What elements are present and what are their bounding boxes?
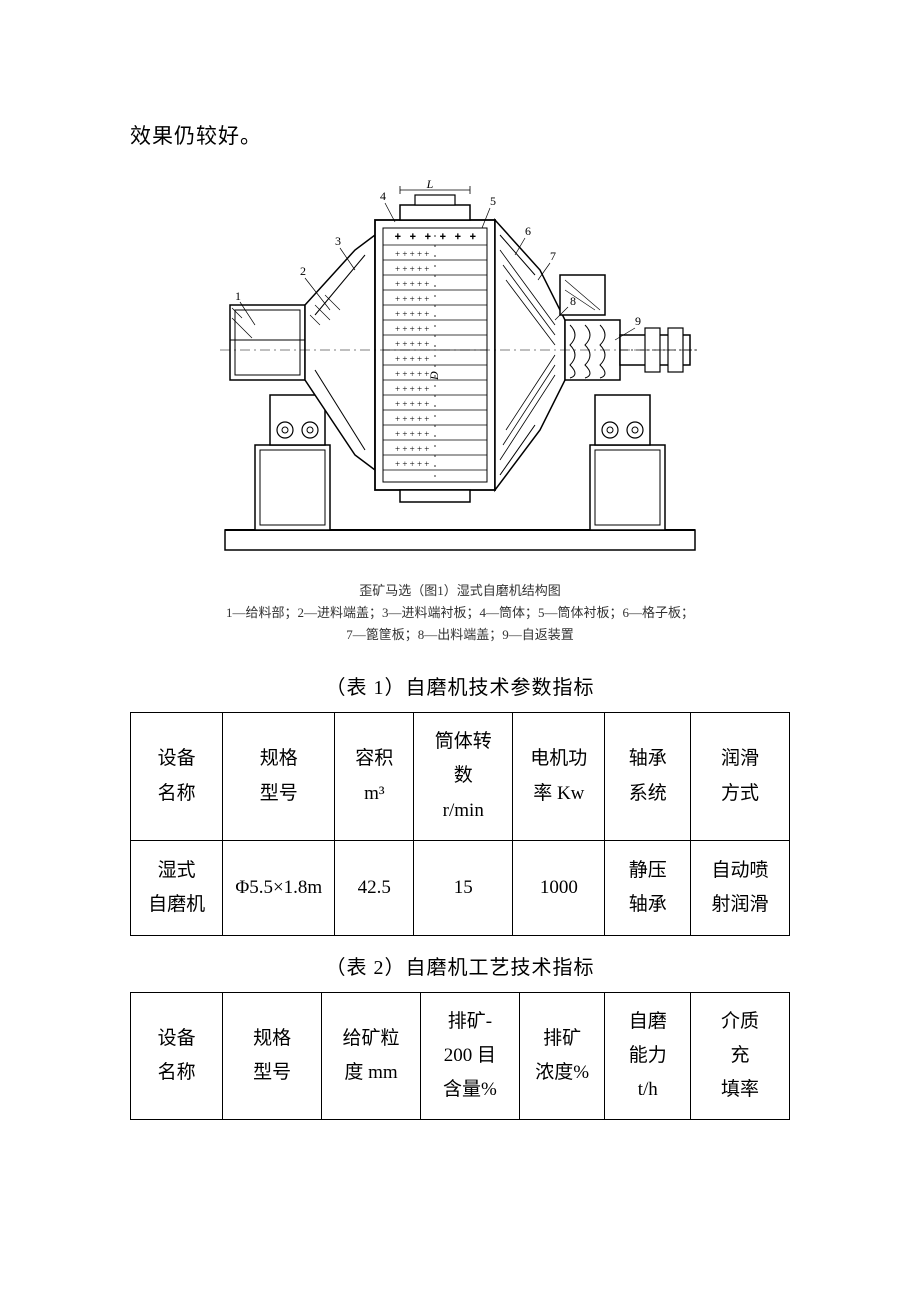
table2-h3: 排矿-200 目含量% <box>420 992 519 1120</box>
table1-r0c6: 自动喷射润滑 <box>691 840 790 935</box>
table1-r0c5: 静压轴承 <box>605 840 691 935</box>
mill-diagram: + + + + + + + + + + + + + + + + + + <box>200 180 720 560</box>
table1: 设备名称 规格型号 容积m³ 筒体转数r/min 电机功率 Kw 轴承系统 润滑… <box>130 712 790 936</box>
table1-r0c1: Φ5.5×1.8m <box>223 840 335 935</box>
label-6: 6 <box>525 224 531 238</box>
svg-text:+ + + + +: + + + + + <box>395 249 429 259</box>
table1-row-0: 湿式自磨机 Φ5.5×1.8m 42.5 15 1000 静压轴承 自动喷射润滑 <box>131 840 790 935</box>
table1-r0c3: 15 <box>414 840 513 935</box>
table2-title: （表 2）自磨机工艺技术指标 <box>130 951 790 980</box>
table1-h3: 筒体转数r/min <box>414 713 513 841</box>
svg-text:+ + + + +: + + + + + <box>395 279 429 289</box>
caption-line-2: 1—给料部；2—进料端盖；3—进料端衬板；4—筒体；5—筒体衬板；6—格子板； <box>130 602 790 624</box>
label-4: 4 <box>380 189 386 203</box>
svg-text:+: + <box>410 232 416 243</box>
table1-r0c2: 42.5 <box>335 840 414 935</box>
table1-h4: 电机功率 Kw <box>513 713 605 841</box>
table2-h2: 给矿粒度 mm <box>322 992 421 1120</box>
svg-text:+ + + + +: + + + + + <box>395 414 429 424</box>
table1-header-row: 设备名称 规格型号 容积m³ 筒体转数r/min 电机功率 Kw 轴承系统 润滑… <box>131 713 790 841</box>
svg-text:+ + + + +: + + + + + <box>395 324 429 334</box>
svg-text:+ + + + +: + + + + + <box>395 429 429 439</box>
table2-h4: 排矿浓度% <box>519 992 605 1120</box>
table1-h2: 容积m³ <box>335 713 414 841</box>
label-8: 8 <box>570 294 576 308</box>
svg-text:+ + + + +: + + + + + <box>395 294 429 304</box>
svg-text:+: + <box>470 232 476 243</box>
table2-h1: 规格型号 <box>223 992 322 1120</box>
svg-text:+ + + + +: + + + + + <box>395 444 429 454</box>
svg-text:+ + + + +: + + + + + <box>395 459 429 469</box>
table1-title: （表 1）自磨机技术参数指标 <box>130 671 790 700</box>
label-1: 1 <box>235 289 241 303</box>
table2-h6: 介质充填率 <box>691 992 790 1120</box>
caption-line-3: 7—篦筐板；8—出料端盖；9—自返装置 <box>130 624 790 646</box>
table1-h1: 规格型号 <box>223 713 335 841</box>
caption-line-1: 歪矿马选（图1）湿式自磨机结构图 <box>130 580 790 602</box>
svg-text:+ + + + +: + + + + + <box>395 354 429 364</box>
svg-text:+ + + + +: + + + + + <box>395 369 429 379</box>
svg-text:+: + <box>455 232 461 243</box>
svg-text:+ + + + +: + + + + + <box>395 264 429 274</box>
table2-header-row: 设备名称 规格型号 给矿粒度 mm 排矿-200 目含量% 排矿浓度% 自磨能力… <box>131 992 790 1120</box>
label-5: 5 <box>490 194 496 208</box>
svg-text:+ + + + +: + + + + + <box>395 309 429 319</box>
svg-text:+: + <box>425 232 431 243</box>
label-7: 7 <box>550 249 556 263</box>
dim-d-label: D <box>427 371 441 381</box>
table2: 设备名称 规格型号 给矿粒度 mm 排矿-200 目含量% 排矿浓度% 自磨能力… <box>130 992 790 1121</box>
table1-r0c0: 湿式自磨机 <box>131 840 223 935</box>
figure-container: + + + + + + + + + + + + + + + + + + <box>130 180 790 565</box>
label-9: 9 <box>635 314 641 328</box>
svg-text:+: + <box>440 232 446 243</box>
intro-text: 效果仍较好。 <box>130 120 790 150</box>
label-2: 2 <box>300 264 306 278</box>
svg-text:+: + <box>395 232 401 243</box>
label-3: 3 <box>335 234 341 248</box>
table1-h0: 设备名称 <box>131 713 223 841</box>
table1-h6: 润滑方式 <box>691 713 790 841</box>
table2-h0: 设备名称 <box>131 992 223 1120</box>
svg-text:+ + + + +: + + + + + <box>395 339 429 349</box>
table2-h5: 自磨能力t/h <box>605 992 691 1120</box>
table1-h5: 轴承系统 <box>605 713 691 841</box>
dim-l-label: L <box>426 180 434 191</box>
svg-text:+ + + + +: + + + + + <box>395 384 429 394</box>
svg-text:+ + + + +: + + + + + <box>395 399 429 409</box>
figure-caption: 歪矿马选（图1）湿式自磨机结构图 1—给料部；2—进料端盖；3—进料端衬板；4—… <box>130 580 790 646</box>
table1-r0c4: 1000 <box>513 840 605 935</box>
